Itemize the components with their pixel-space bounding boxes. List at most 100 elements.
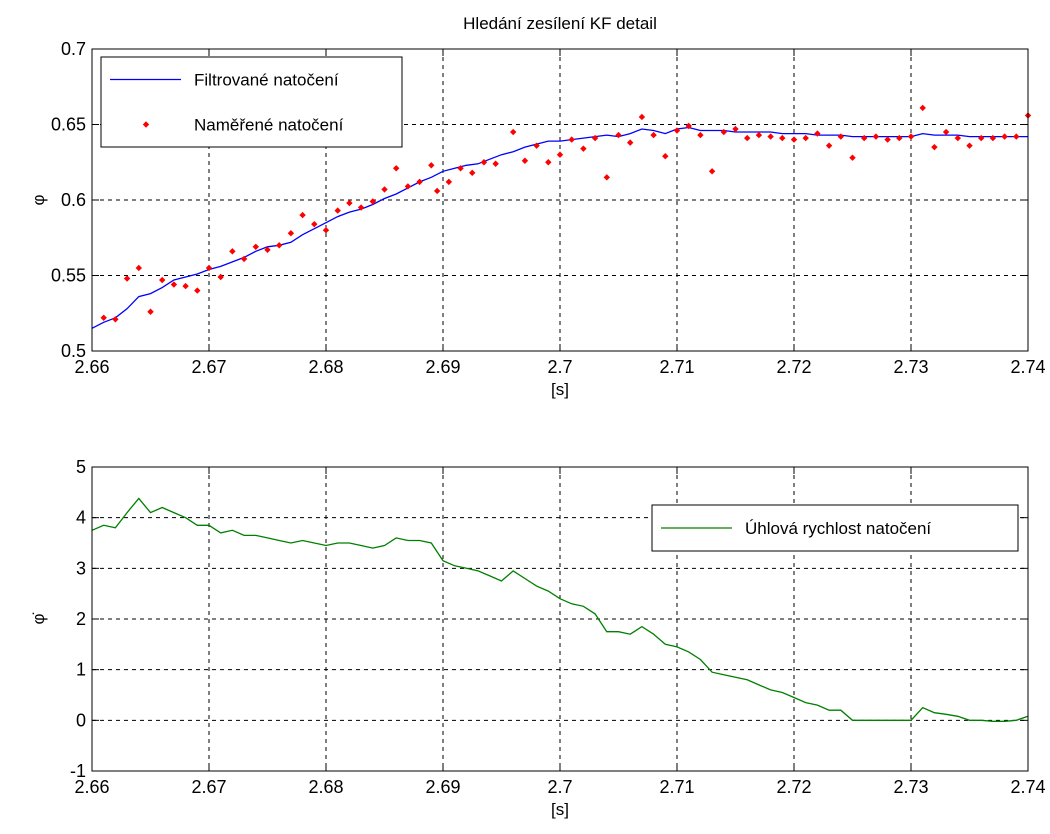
y-tick-label: -1 [70, 761, 86, 781]
data-point [334, 207, 341, 214]
data-point [205, 264, 213, 272]
data-point [264, 246, 271, 254]
data-point [673, 127, 681, 134]
data-point [416, 178, 423, 186]
data-point [533, 142, 540, 149]
data-point [861, 134, 868, 142]
y-tick-label: 1 [76, 660, 86, 680]
data-point [311, 220, 318, 228]
data-point [802, 134, 809, 142]
data-point [135, 264, 142, 272]
data-point [1001, 133, 1008, 140]
data-point [896, 134, 903, 142]
data-point [837, 133, 844, 140]
data-point [457, 165, 464, 172]
data-point [252, 243, 259, 251]
data-point [825, 142, 833, 149]
data-point [849, 154, 856, 161]
data-point [1013, 133, 1020, 140]
legend-marker-swatch [142, 121, 150, 128]
x-tick-label: 2.72 [776, 357, 811, 377]
x-tick-label: 2.7 [547, 777, 572, 797]
data-point [217, 273, 224, 281]
x-tick-label: 2.68 [308, 357, 343, 377]
data-point [112, 316, 119, 323]
data-point [697, 131, 704, 139]
top-chart: 2.66 2.67 2.68 2.69 2.7 2.71 2.72 2.73 2.74 0.5 0.… [29, 14, 1046, 399]
data-point [299, 211, 306, 219]
data-point [708, 168, 716, 175]
data-point [147, 308, 154, 315]
data-point [989, 134, 997, 142]
data-point [603, 174, 610, 181]
data-point [100, 314, 107, 321]
data-point [556, 151, 564, 158]
data-point [790, 136, 798, 143]
data-point [492, 160, 499, 167]
data-point [123, 275, 131, 282]
data-point [919, 104, 926, 112]
legend-label: Úhlová rychlost natočení [745, 519, 931, 538]
data-point [650, 131, 657, 139]
x-tick-label: 2.71 [659, 777, 694, 797]
data-point [276, 242, 283, 249]
data-point [545, 159, 552, 166]
data-point [381, 186, 388, 193]
legend-label: Naměřené natočení [194, 116, 344, 135]
y-tick-label: 0.5 [61, 341, 86, 361]
x-tick-label: 2.73 [893, 357, 928, 377]
y-tick-label: 0.6 [61, 190, 86, 210]
data-point [428, 162, 435, 169]
y-tick-label: 0.7 [61, 39, 86, 59]
series-line [91, 126, 1028, 329]
x-tick-label: 2.72 [776, 777, 811, 797]
data-point [521, 157, 529, 164]
x-tick-label: 2.67 [191, 777, 226, 797]
data-point [346, 199, 353, 207]
data-point [662, 153, 669, 160]
data-point [404, 183, 412, 190]
data-point [872, 133, 880, 140]
data-point [884, 136, 891, 143]
data-point [615, 131, 622, 139]
y-tick-label: 5 [76, 457, 86, 477]
data-point [580, 145, 587, 152]
data-point [433, 187, 441, 195]
data-point [568, 136, 575, 143]
data-point [229, 248, 236, 255]
series-line [91, 497, 1029, 722]
data-point [779, 134, 786, 142]
data-point [182, 282, 189, 290]
x-tick-label: 2.66 [74, 357, 109, 377]
data-point [480, 159, 488, 166]
x-tick-label: 2.69 [425, 777, 460, 797]
y-tick-label: 2 [76, 609, 86, 629]
y-axis-label: φ̇ [29, 612, 48, 624]
data-point [357, 204, 365, 211]
data-point [194, 287, 201, 294]
data-point [170, 281, 178, 288]
data-point [954, 134, 961, 142]
data-point [931, 143, 938, 151]
x-tick-label: 2.73 [893, 777, 928, 797]
legend-box [100, 56, 403, 148]
data-point [978, 134, 985, 142]
legend-label: Filtrované natočení [194, 71, 339, 90]
bottom-chart: 2.66 2.67 2.68 2.69 2.7 2.71 2.72 2.73 2.74 -1 0 1 2… [29, 457, 1046, 819]
x-tick-label: 2.74 [1010, 777, 1045, 797]
data-point [240, 255, 248, 263]
data-point [720, 128, 727, 136]
y-tick-label: 3 [76, 558, 86, 578]
data-point [732, 125, 739, 133]
x-tick-label: 2.71 [659, 357, 694, 377]
data-point [814, 130, 821, 137]
data-point [393, 165, 400, 172]
data-point [159, 276, 166, 284]
y-tick-label: 0.65 [51, 115, 86, 135]
legend: Úhlová rychlost natočení [651, 504, 1019, 552]
data-point [591, 134, 599, 142]
data-point [744, 134, 751, 142]
x-tick-label: 2.69 [425, 357, 460, 377]
x-axis-label: [s] [551, 800, 569, 819]
